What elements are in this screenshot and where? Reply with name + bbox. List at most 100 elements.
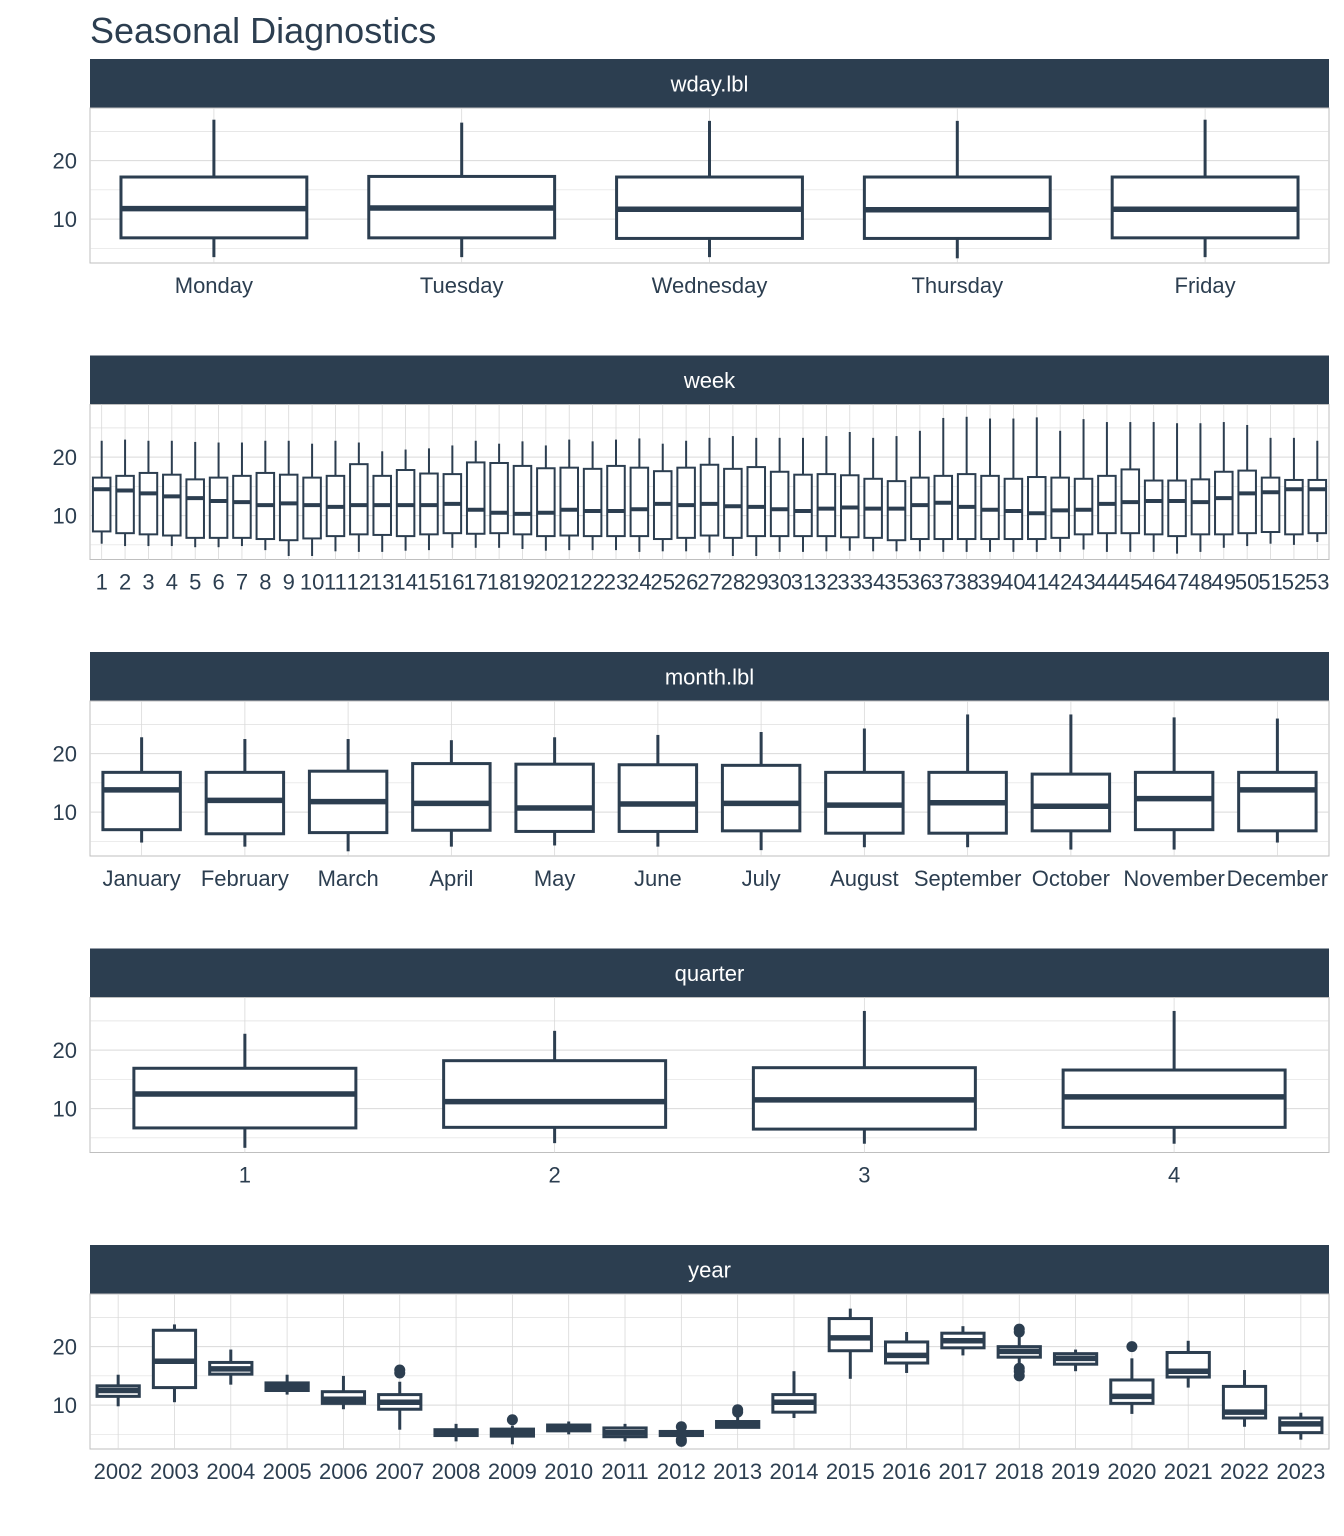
x-tick-label: 27: [697, 570, 721, 595]
box-15: [419, 448, 439, 551]
box-January: [101, 737, 182, 843]
x-tick-label: 7: [236, 570, 248, 595]
x-tick-label: 24: [627, 570, 651, 595]
box-iqr: [1237, 770, 1318, 833]
box-24: [629, 438, 650, 552]
facet-strip: [90, 948, 1329, 998]
x-tick-label: 52: [1282, 570, 1306, 595]
x-tick-label: 3: [142, 570, 154, 595]
box-iqr: [1307, 478, 1328, 535]
box-48: [1190, 423, 1211, 552]
box-iqr: [91, 476, 112, 533]
box-4: [1061, 1010, 1287, 1144]
x-tick-label: September: [914, 866, 1022, 891]
x-tick-label: 31: [791, 570, 815, 595]
box-41: [1027, 417, 1047, 552]
outlier-point: [506, 1414, 518, 1426]
facet-strip-label: month.lbl: [665, 665, 754, 690]
x-tick-label: 38: [954, 570, 978, 595]
x-tick-label: 2015: [826, 1459, 875, 1484]
box-3: [138, 440, 159, 547]
box-iqr: [886, 480, 907, 542]
facet-year: year 10 20 2002 2003 2004 2005 2006 2007 2008 2009…: [53, 1245, 1330, 1484]
box-14: [395, 449, 416, 551]
box-2012: [658, 1421, 704, 1447]
box-9: [278, 440, 299, 556]
box-iqr: [465, 461, 486, 535]
box-iqr: [185, 478, 205, 539]
box-7: [232, 442, 252, 547]
box-iqr: [699, 463, 720, 537]
box-2016: [883, 1332, 930, 1373]
box-2: [115, 439, 135, 547]
box-iqr: [1027, 476, 1047, 541]
box-2009: [489, 1414, 536, 1445]
box-October: [1030, 714, 1112, 850]
x-tick-label: February: [201, 866, 289, 891]
box-42: [1050, 430, 1070, 552]
x-tick-label: August: [830, 866, 899, 891]
x-tick-label: December: [1227, 866, 1328, 891]
box-27: [699, 437, 720, 553]
facet-strip-label: quarter: [675, 961, 745, 986]
x-tick-label: 2012: [657, 1459, 706, 1484]
box-2002: [95, 1374, 141, 1407]
box-iqr: [302, 476, 322, 540]
box-38: [956, 416, 977, 552]
x-tick-label: April: [429, 866, 473, 891]
box-3: [751, 1010, 977, 1144]
x-tick-label: 3: [858, 1163, 870, 1188]
box-April: [411, 740, 492, 847]
box-September: [927, 714, 1008, 848]
x-tick-label: 43: [1071, 570, 1095, 595]
box-21: [559, 439, 580, 551]
box-28: [723, 436, 743, 556]
box-2022: [1221, 1370, 1268, 1427]
x-tick-label: 2022: [1220, 1459, 1269, 1484]
box-iqr: [1260, 476, 1281, 534]
box-Tuesday: [367, 122, 557, 258]
box-iqr: [442, 1059, 668, 1129]
box-iqr: [793, 473, 813, 538]
box-iqr: [1190, 478, 1211, 536]
box-iqr: [723, 467, 743, 539]
x-tick-label: 33: [838, 570, 862, 595]
box-February: [204, 739, 286, 847]
box-August: [824, 728, 905, 848]
x-tick-label: 5: [189, 570, 201, 595]
box-33: [839, 431, 860, 551]
chart-title: Seasonal Diagnostics: [90, 10, 437, 51]
box-2013: [715, 1404, 761, 1429]
box-1: [132, 1033, 358, 1148]
box-iqr: [582, 467, 603, 538]
x-tick-label: 8: [259, 570, 271, 595]
x-tick-label: 10: [300, 570, 324, 595]
outlier-point: [1013, 1323, 1025, 1335]
box-March: [307, 739, 389, 852]
facet-strip: [90, 355, 1329, 405]
box-8: [255, 440, 276, 551]
x-tick-label: 2003: [150, 1459, 199, 1484]
plot-panel: [89, 700, 1330, 857]
plot-panel: [89, 1293, 1330, 1450]
box-51: [1260, 437, 1281, 544]
box-18: [489, 443, 509, 548]
x-tick-label: Monday: [175, 273, 253, 298]
box-iqr: [512, 464, 533, 536]
x-tick-label: 4: [166, 570, 178, 595]
x-tick-label: 2002: [94, 1459, 143, 1484]
outlier-point: [394, 1364, 406, 1376]
x-tick-label: 32: [814, 570, 838, 595]
box-44: [1097, 422, 1117, 552]
x-tick-label: 37: [931, 570, 955, 595]
outlier-point: [1126, 1341, 1138, 1353]
box-2014: [771, 1371, 817, 1418]
box-10: [302, 443, 322, 556]
x-tick-label: July: [742, 866, 781, 891]
box-iqr: [769, 470, 790, 538]
box-2003: [151, 1324, 198, 1403]
box-iqr: [411, 762, 492, 832]
box-29: [746, 437, 767, 556]
x-tick-label: 2020: [1107, 1459, 1156, 1484]
